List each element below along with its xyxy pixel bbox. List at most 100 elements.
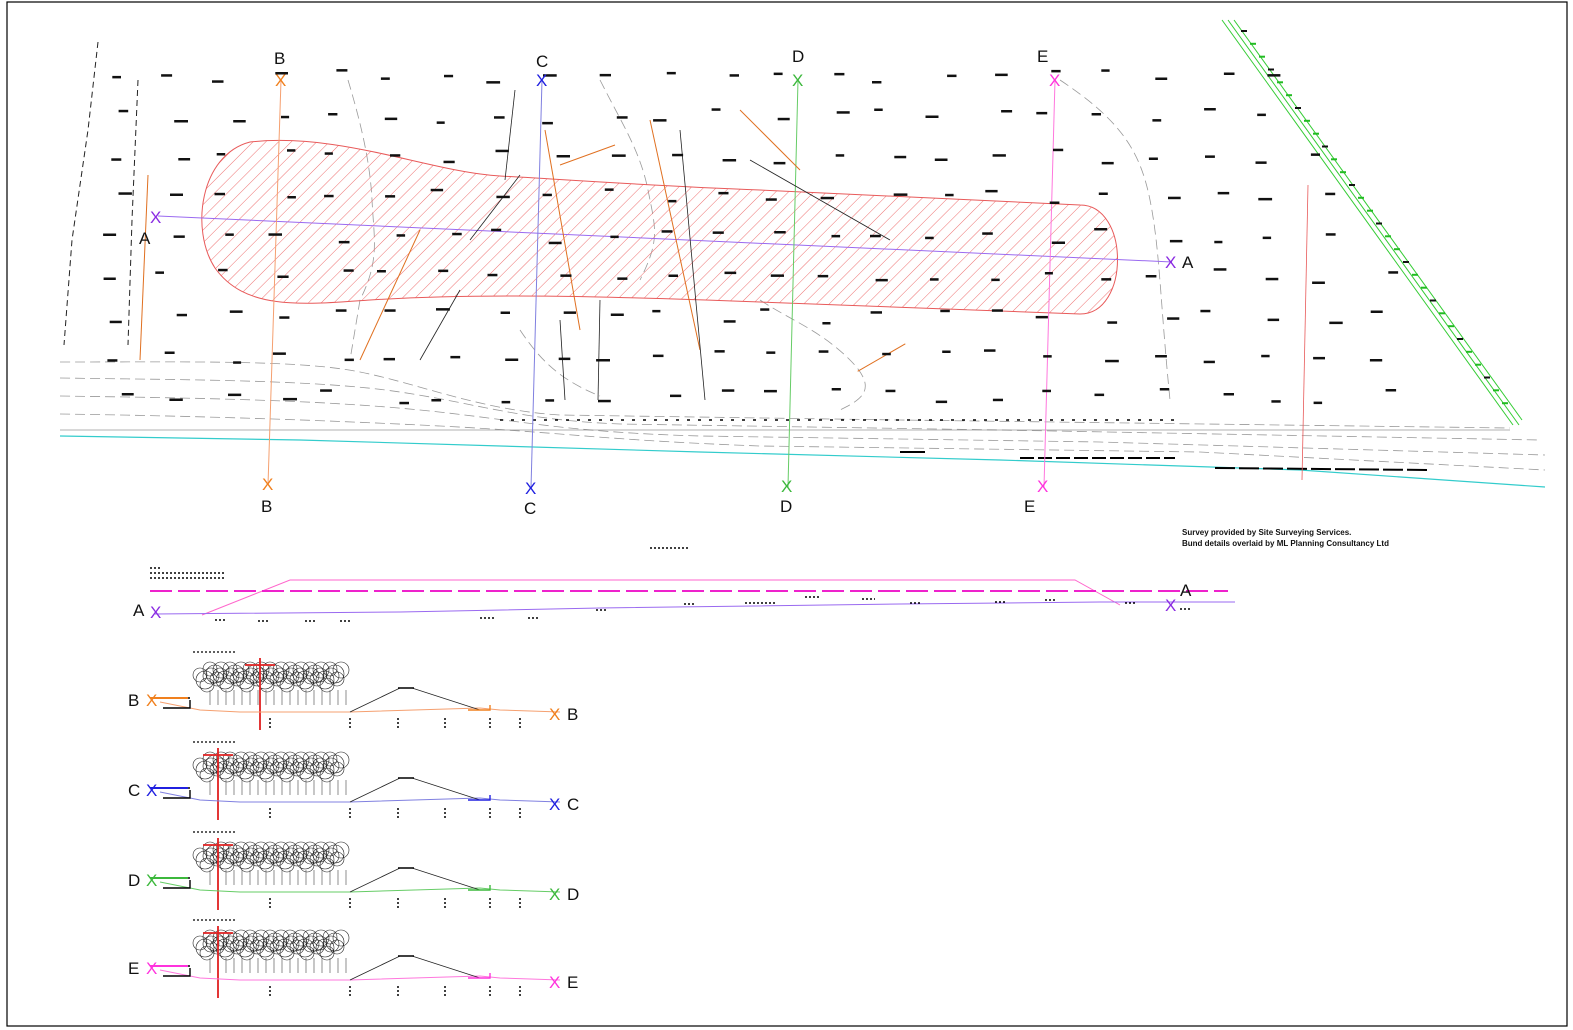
survey-level-point — [984, 349, 996, 352]
survey-level-point — [1255, 161, 1267, 164]
boundary-level-point — [1286, 94, 1292, 97]
section-right-x-marker: X — [549, 973, 560, 992]
survey-level-point — [773, 72, 783, 76]
survey-level-point — [670, 394, 682, 398]
survey-level-point — [729, 74, 739, 77]
survey-level-point — [935, 400, 948, 404]
svg-text:X: X — [1037, 477, 1048, 496]
survey-level-point — [279, 316, 290, 319]
section-line-a — [157, 215, 1173, 263]
survey-level-point — [344, 358, 354, 362]
survey-level-point — [542, 121, 553, 125]
survey-level-point — [390, 154, 401, 157]
survey-level-point — [1388, 271, 1399, 274]
survey-level-point — [287, 149, 296, 152]
survey-level-point — [947, 74, 957, 78]
survey-level-point — [870, 234, 881, 238]
boundary-level-point — [1250, 42, 1256, 45]
right-datum-box — [468, 973, 491, 979]
survey-level-point — [1168, 196, 1181, 200]
section-a-a-elevation: X A X A — [133, 547, 1235, 622]
svg-text:X: X — [1165, 253, 1176, 272]
section-b-bottom-marker: X B — [261, 475, 273, 516]
survey-level-point — [1258, 197, 1273, 201]
survey-level-point — [431, 399, 442, 402]
section-a-elev-right-label: A — [1180, 581, 1192, 600]
boundary-level-point — [1295, 107, 1301, 109]
section-d-top-label: D — [792, 47, 804, 66]
boundary-level-point — [1430, 299, 1436, 302]
survey-level-point — [111, 158, 122, 161]
svg-text:X: X — [781, 477, 792, 496]
survey-level-point — [723, 320, 736, 323]
survey-level-point — [1042, 389, 1051, 393]
section-b-bottom-label: B — [261, 497, 272, 516]
survey-level-point — [176, 313, 187, 317]
survey-level-point — [817, 274, 829, 278]
survey-level-point — [991, 278, 1000, 282]
survey-level-point — [548, 241, 562, 245]
survey-level-point — [1049, 201, 1060, 204]
survey-level-point — [161, 74, 173, 77]
survey-level-point — [1204, 108, 1216, 111]
section-line-b — [267, 79, 282, 486]
survey-level-point — [596, 359, 610, 362]
survey-level-point — [164, 351, 175, 354]
survey-level-point — [831, 388, 841, 391]
survey-level-point — [496, 195, 510, 199]
svg-text:X: X — [1049, 71, 1060, 90]
right-datum-box — [468, 795, 491, 801]
survey-level-point — [155, 271, 164, 274]
right-datum-box — [468, 705, 491, 711]
section-b-right-label: B — [567, 705, 578, 724]
section-a-elev-left-label: A — [133, 601, 145, 620]
survey-level-point — [1035, 315, 1048, 319]
survey-level-point — [1167, 317, 1180, 320]
survey-level-point — [281, 115, 290, 119]
survey-level-point — [722, 159, 737, 162]
bund-profile-a — [201, 579, 1121, 616]
section-c-top-label: C — [536, 52, 548, 71]
survey-level-point — [216, 153, 226, 156]
svg-text:X: X — [1165, 596, 1176, 615]
svg-text:X: X — [150, 208, 161, 227]
survey-level-point — [268, 233, 282, 236]
survey-level-point — [711, 108, 721, 111]
section-c-right-label: C — [567, 795, 579, 814]
survey-level-point — [770, 274, 784, 277]
survey-note-line1: Survey provided by Site Surveying Servic… — [1182, 528, 1351, 537]
survey-level-point — [760, 308, 770, 311]
contour-lines — [59, 79, 1546, 471]
section-d-right-label: D — [567, 885, 579, 904]
section-e-left-label: E — [128, 959, 139, 978]
survey-level-point — [1159, 388, 1170, 391]
survey-level-point — [1105, 359, 1119, 363]
survey-level-point — [1370, 310, 1383, 313]
survey-level-point — [218, 268, 228, 272]
survey-level-point — [653, 119, 667, 122]
survey-level-point — [1152, 119, 1162, 122]
section-c-bottom-marker: X C — [524, 479, 536, 518]
survey-level-point — [777, 117, 790, 121]
survey-level-point — [1091, 113, 1101, 116]
survey-level-point — [991, 309, 1003, 312]
survey-level-point — [545, 399, 555, 402]
survey-level-point — [714, 350, 725, 353]
dashed-kerb-lines — [500, 419, 1431, 471]
watercourse-line — [59, 435, 1546, 488]
survey-level-point — [930, 278, 939, 281]
survey-level-point — [103, 277, 116, 280]
boundary-level-point — [1268, 68, 1274, 71]
survey-level-point — [118, 109, 129, 113]
survey-level-point — [563, 311, 576, 314]
section-d-bottom-label: D — [780, 497, 792, 516]
survey-level-point — [384, 117, 398, 121]
survey-level-point — [233, 361, 242, 364]
survey-level-point — [396, 234, 406, 237]
survey-level-point — [212, 80, 224, 83]
section-right-x-marker: X — [549, 885, 560, 904]
boundary-level-point — [1277, 81, 1283, 84]
survey-level-point — [1101, 69, 1110, 72]
